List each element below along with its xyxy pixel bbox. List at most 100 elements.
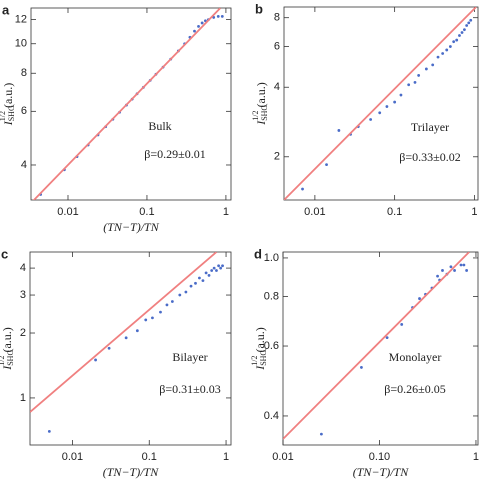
x-tick-label: 0.1 [387,206,402,218]
data-point [217,264,221,268]
data-point [360,366,363,369]
y-label-symbol: I [1,120,15,126]
plot-frame [282,251,479,446]
y-label-symbol: I [253,365,267,371]
data-point [215,269,218,272]
x-tick-label: 0.01 [57,206,78,218]
x-tick-label: 0.1 [142,451,157,463]
y-tick-label: 12 [15,14,27,26]
y-tick-label: 1.0 [264,252,279,264]
data-point [216,14,220,18]
plot-frame [29,251,232,446]
annotation: β=0.29±0.01 [144,147,205,161]
data-point [219,266,223,270]
y-tick-label: 6 [21,105,27,117]
data-point [441,52,445,55]
y-label-unit: (a.u.) [0,327,14,352]
data-point [135,329,139,333]
x-tick-label: 1 [471,206,477,218]
y-label-unit: (a.u.) [253,327,267,352]
data-point [378,111,382,115]
y-label-unit: (a.u.) [254,82,268,107]
y-tick-label: 6 [274,40,280,52]
data-point [458,34,461,37]
data-point [124,336,128,340]
y-tick-label: 8 [274,12,280,24]
data-point [393,100,397,104]
data-point [184,290,188,294]
data-point [151,316,154,320]
x-axis-label: (TN−T)/TN [353,465,409,479]
y-tick-label: 3 [20,289,26,301]
fit-line [283,252,470,440]
data-point [441,269,444,272]
data-point [221,264,224,268]
data-point [325,163,328,167]
y-label-sup: 1/2 [0,111,7,121]
y-tick-label: 10 [15,38,27,50]
data-point [400,323,404,326]
y-axis-label: ISHG1/2 (a.u.) [0,327,15,371]
data-point [465,269,469,272]
data-point [462,263,466,267]
data-point [413,80,417,84]
y-axis-label: ISHG1/2 (a.u.) [0,83,16,127]
data-point [436,274,439,278]
y-label-sub: SHG [259,350,268,366]
y-label-sub: SHG [6,350,15,366]
data-point [319,432,323,436]
y-tick-label: 2 [274,151,280,163]
fit-line [284,7,477,200]
x-tick-label: 0.1 [139,206,154,218]
y-tick-label: 0.8 [264,290,279,302]
y-label-unit: (a.u.) [1,83,15,108]
data-point [159,310,162,314]
annotation: Bulk [148,119,171,133]
y-label-sub: SHG [260,105,269,121]
data-point [144,318,148,322]
data-point [436,55,440,59]
data-point [165,303,169,307]
panel-label: d [254,246,262,261]
y-tick-label: 0.6 [264,340,279,352]
y-label-sub: SHG [7,105,16,121]
data-point [399,93,403,97]
data-point [385,336,389,340]
x-tick-label: 1 [473,451,479,463]
data-point [200,21,204,25]
data-point [301,187,304,191]
panel-label: c [1,246,8,261]
panel-label: a [2,2,10,17]
data-point [178,293,182,297]
x-tick-label: 1 [223,451,229,463]
data-point [212,266,216,270]
data-point [170,300,174,303]
annotation: β=0.33±0.02 [399,150,460,164]
data-point [193,29,196,33]
x-tick-label: 0.01 [272,451,293,463]
x-tick-label: 0.01 [62,451,83,463]
y-tick-label: 2 [20,327,26,339]
y-label-symbol: I [254,120,268,126]
data-point [107,346,111,350]
fit-line [32,8,221,200]
data-point [467,21,471,25]
data-point [207,273,211,277]
x-tick-label: 0.10 [369,451,390,463]
annotation: β=0.26±0.05 [384,382,445,396]
data-point [198,276,201,280]
data-point [407,83,411,87]
data-point [189,284,193,288]
data-point [201,279,205,283]
data-point [424,67,428,71]
data-point [194,281,197,285]
plot-frame [30,7,232,201]
y-label-sup: 1/2 [0,356,6,366]
annotation: Bilayer [172,350,207,364]
data-point [431,63,435,67]
data-point [445,48,449,52]
y-tick-label: 4 [274,81,280,93]
y-tick-label: 1 [20,392,26,404]
x-tick-label: 1 [223,206,229,218]
data-point [220,14,224,18]
